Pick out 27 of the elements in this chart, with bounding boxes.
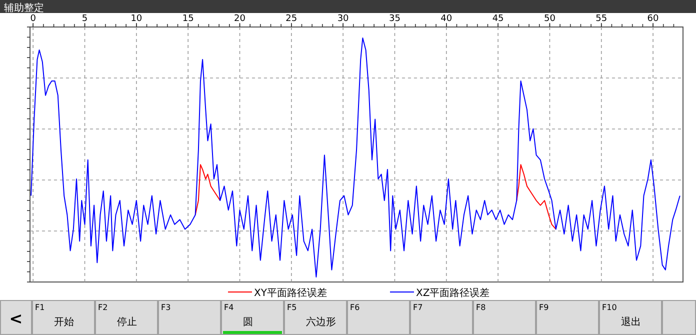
text: F2 停止 <box>98 303 137 328</box>
text: F5 六边形 <box>287 303 336 328</box>
text: F3 <box>161 303 171 312</box>
legend-label: XZ平面路径误差 <box>416 287 490 299</box>
x-tick-label: 30 <box>337 14 350 24</box>
chart-title: 辅助整定 <box>4 2 44 14</box>
x-tick-label: 35 <box>389 14 400 24</box>
x-tick-label: 0 <box>30 14 36 24</box>
x-tick-label: 45 <box>492 14 504 24</box>
x-tick-label: 60 <box>647 14 660 24</box>
x-tick-label: 10 <box>130 14 142 24</box>
legend-label: XY平面路径误差 <box>254 287 327 299</box>
x-tick-label: 20 <box>234 14 246 24</box>
x-tick-label: 5 <box>82 14 88 24</box>
text: F10 退出 <box>602 303 641 328</box>
text: F7 <box>413 303 423 312</box>
x-tick-label: 50 <box>544 14 556 24</box>
text: F4 圆 <box>224 303 253 328</box>
x-tick-label: 55 <box>596 14 608 24</box>
text: < <box>9 309 23 328</box>
text: F1 开始 <box>35 303 74 328</box>
text: F9 <box>539 303 549 312</box>
text: F8 <box>476 303 486 312</box>
text: F6 <box>350 303 360 312</box>
x-tick-label: 15 <box>182 14 194 24</box>
x-tick-label: 25 <box>286 14 298 24</box>
x-tick-label: 40 <box>440 14 452 24</box>
